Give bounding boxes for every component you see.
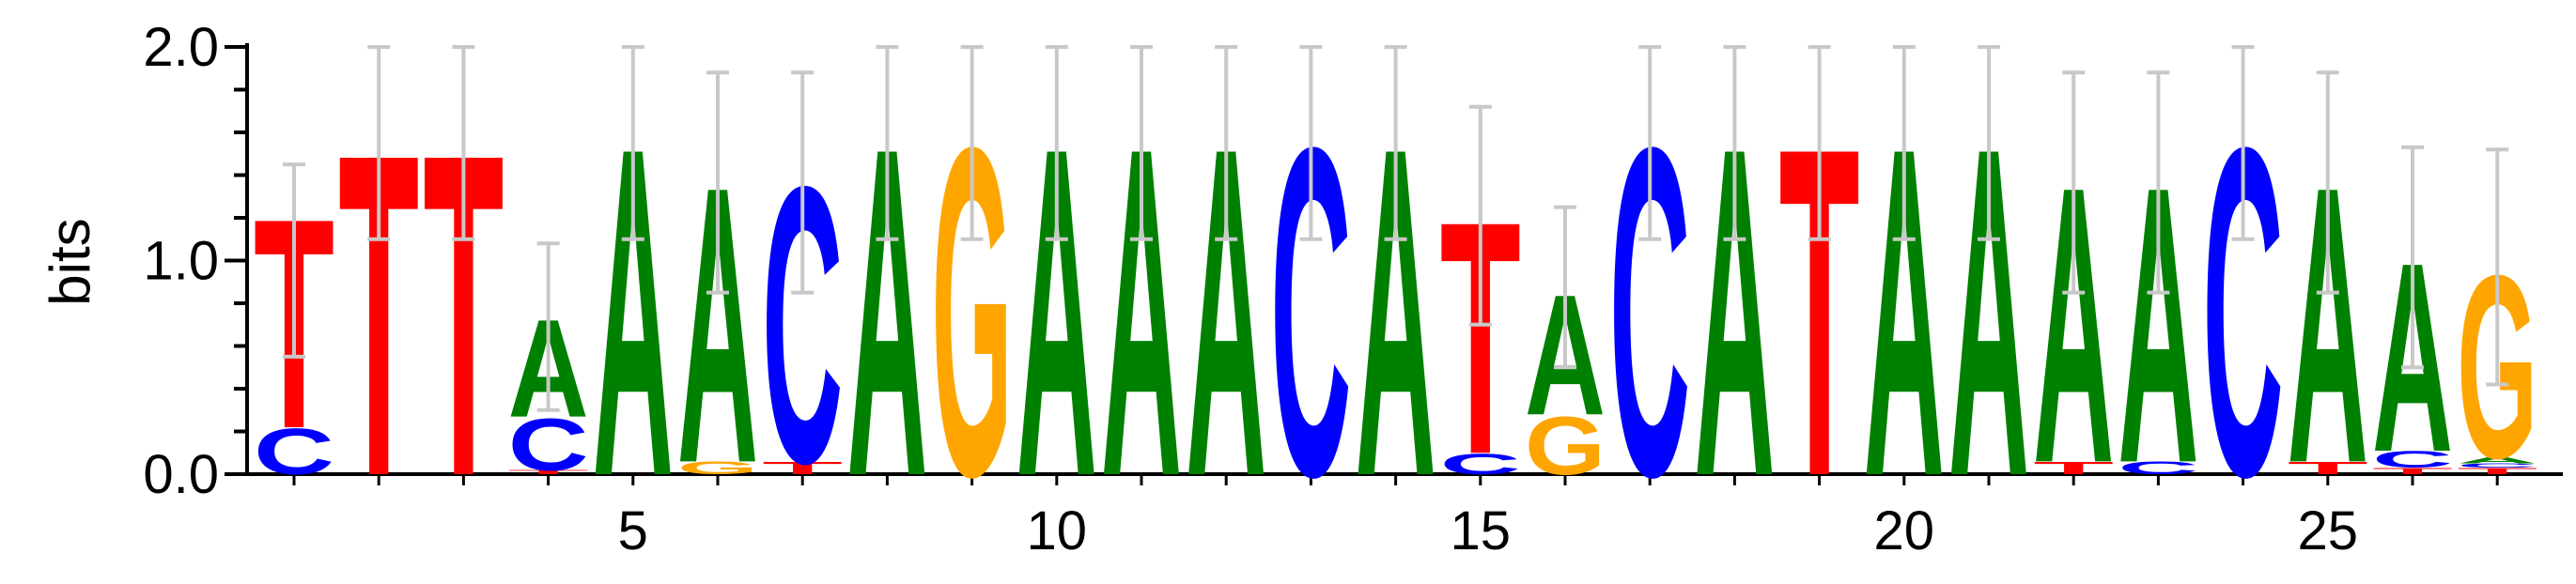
- letter-C: C: [254, 415, 334, 488]
- error-bars: [283, 45, 2509, 412]
- x-axis: 5 10 15 20 25: [245, 472, 2563, 561]
- y-tick-label: 0.0: [143, 444, 219, 505]
- letter-A: A: [2457, 455, 2537, 466]
- y-tick-label: 1.0: [143, 231, 219, 292]
- letter-T: T: [2288, 458, 2368, 478]
- letter-T: T: [2457, 467, 2537, 477]
- y-axis-label: bits: [39, 218, 101, 305]
- letter-C: C: [2372, 447, 2453, 473]
- letter-C: C: [508, 404, 589, 486]
- letter-C: C: [2118, 458, 2198, 478]
- letter-T: T: [2033, 458, 2114, 478]
- y-tick-label: 2.0: [143, 17, 219, 78]
- y-axis: 0.0 1.0 2.0: [143, 17, 249, 505]
- x-tick-label: 5: [618, 500, 648, 561]
- x-tick-label: 10: [1027, 500, 1088, 561]
- x-tick-label: 15: [1451, 500, 1512, 561]
- x-tick-label: 20: [1874, 500, 1935, 561]
- letter-T: T: [508, 469, 589, 475]
- letter-T: T: [2372, 467, 2453, 477]
- letter-C: C: [1440, 448, 1521, 481]
- letter-G: G: [1525, 399, 1606, 492]
- letter-G: G: [677, 458, 758, 478]
- letter-C: C: [2457, 462, 2537, 469]
- x-tick-label: 25: [2298, 500, 2359, 561]
- letter-T: T: [762, 458, 843, 478]
